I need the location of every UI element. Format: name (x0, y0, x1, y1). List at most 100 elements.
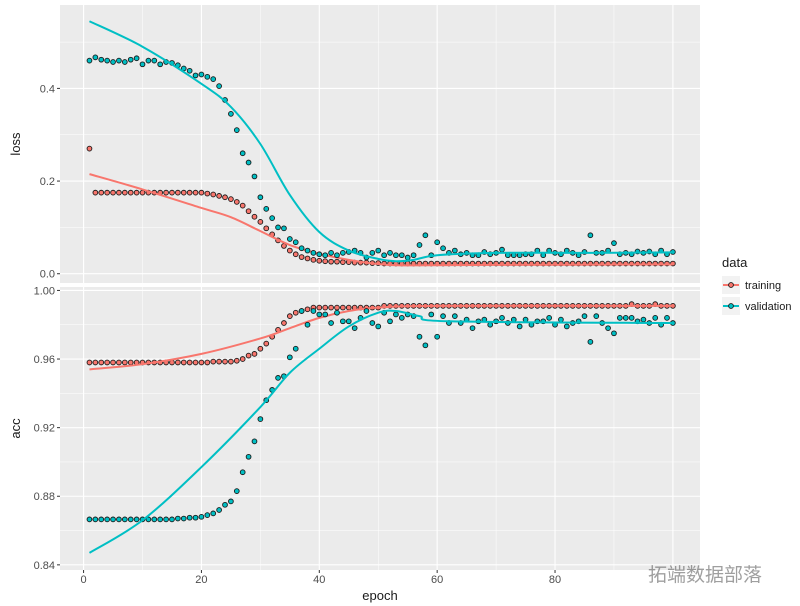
data-point-validation (298, 245, 305, 252)
smooth-line-training (89, 304, 673, 371)
data-point-validation (127, 56, 134, 63)
data-point-validation (116, 516, 122, 523)
data-point-validation (304, 321, 311, 328)
data-point-validation (404, 254, 411, 261)
data-point-training (180, 359, 187, 366)
data-point-validation (186, 514, 193, 521)
data-point-validation (310, 250, 317, 256)
data-point-validation (611, 330, 617, 337)
data-point-training (228, 196, 234, 202)
data-point-validation (393, 311, 399, 318)
data-point-training (281, 320, 287, 326)
data-point-validation (116, 57, 122, 64)
data-point-training (286, 313, 293, 320)
data-point-validation (516, 323, 523, 330)
data-point-training (127, 189, 134, 196)
data-point-validation (198, 71, 205, 78)
legend-key-point (728, 282, 734, 288)
data-point-training (210, 358, 217, 365)
data-point-validation (387, 250, 393, 256)
y-tick-label: 0.92 (34, 423, 55, 435)
data-point-training (116, 359, 122, 366)
data-point-training (286, 247, 293, 254)
smooth-line-validation (88, 309, 673, 554)
data-point-validation (322, 311, 329, 318)
data-point-validation (257, 416, 264, 422)
data-point-validation (292, 345, 299, 352)
data-point-training (292, 251, 299, 258)
data-point-validation (434, 239, 441, 246)
panel-acc: 0.84 0.88 0.92 0.96 1.00 acc (8, 285, 700, 572)
data-point-validation (281, 225, 287, 232)
y-tick-label: 1.00 (34, 285, 55, 297)
x-tick-label: 60 (431, 574, 443, 586)
data-point-training (175, 359, 181, 366)
data-point-training (245, 352, 252, 359)
x-tick-label: 80 (549, 574, 561, 586)
data-point-training (133, 189, 140, 196)
data-point-validation (416, 333, 423, 340)
data-point-training (245, 208, 252, 215)
data-point-training (316, 257, 323, 264)
y-tick-label: 0.96 (34, 354, 55, 366)
data-point-validation (145, 57, 152, 64)
data-point-training (233, 199, 240, 205)
panel-background (60, 5, 700, 283)
data-point-training (304, 306, 311, 313)
data-point-validation (145, 516, 152, 523)
data-point-validation (322, 252, 329, 259)
data-point-training (163, 189, 169, 196)
data-point-validation (204, 512, 211, 518)
data-point-validation (310, 308, 317, 314)
data-point-validation (210, 510, 217, 517)
data-point-validation (228, 498, 234, 505)
data-point-validation (628, 315, 635, 321)
data-point-training (251, 213, 258, 220)
data-point-validation (664, 315, 670, 321)
data-point-validation (422, 342, 429, 349)
data-point-training (304, 255, 311, 262)
data-point-training (345, 304, 352, 311)
legend-title: data (722, 255, 748, 270)
watermark: 拓端数据部落 (648, 564, 763, 586)
data-point-validation (422, 232, 429, 239)
data-point-validation (345, 318, 352, 325)
data-point-training (322, 258, 329, 265)
data-point-validation (340, 318, 346, 325)
data-point-validation (216, 83, 222, 89)
y-tick-label: 0.2 (40, 176, 55, 188)
data-point-training (251, 351, 258, 357)
data-point-training (310, 256, 317, 263)
x-tick-label: 40 (313, 574, 325, 586)
data-point-training (121, 189, 128, 196)
data-point-training (239, 356, 246, 362)
data-point-validation (334, 252, 340, 259)
data-point-validation (198, 513, 205, 520)
data-point-validation (611, 240, 617, 247)
data-point-validation (110, 59, 116, 65)
data-point-validation (86, 57, 93, 64)
data-point-validation (245, 453, 252, 460)
data-point-validation (163, 516, 169, 523)
data-point-validation (316, 311, 323, 318)
data-point-validation (587, 339, 594, 345)
data-point-training (204, 359, 211, 366)
y-axis-label: loss (8, 132, 23, 156)
data-point-training (198, 189, 205, 196)
data-point-training (86, 359, 93, 366)
x-axis-label: epoch (362, 588, 397, 603)
data-point-training (92, 359, 99, 366)
x-tick-label: 0 (81, 574, 87, 586)
data-point-validation (593, 313, 600, 320)
data-point-training (139, 189, 146, 196)
data-point-validation (499, 315, 505, 321)
series-training (86, 145, 676, 267)
data-point-training (334, 304, 340, 311)
data-point-validation (563, 323, 570, 330)
data-point-validation (257, 194, 264, 201)
data-point-validation (86, 516, 93, 523)
series-validation (86, 308, 676, 554)
data-point-validation (581, 313, 588, 320)
data-point-validation (263, 206, 270, 212)
panel-background (60, 287, 700, 570)
